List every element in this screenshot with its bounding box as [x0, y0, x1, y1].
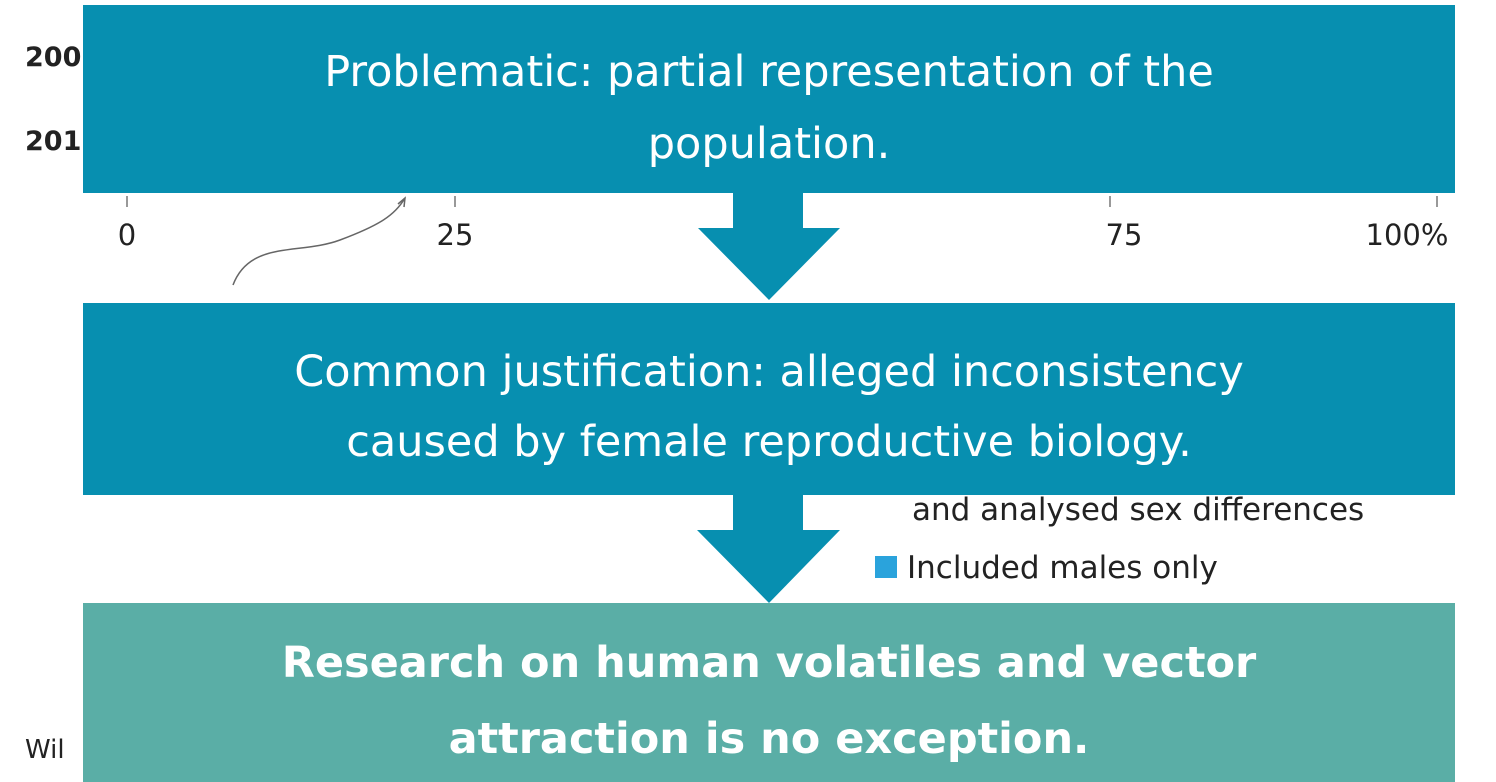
box-text: Research on human volatiles and vector [282, 638, 1257, 688]
box-text: Common justification: alleged inconsiste… [294, 347, 1244, 397]
arrow [698, 193, 840, 300]
box-text: caused by female reproductive biology. [346, 417, 1192, 467]
text-box [83, 603, 1455, 782]
box-text: attraction is no exception. [449, 714, 1090, 764]
axis-label: 0 [118, 218, 136, 252]
box-text: Problematic: partial representation of t… [324, 47, 1214, 97]
axis-label: 100% [1366, 218, 1449, 252]
legend-swatch [875, 556, 897, 578]
annotation-arrowhead [397, 196, 406, 208]
axis-label: 25 [437, 218, 474, 252]
row-label: 201 [25, 126, 81, 157]
text-box [83, 303, 1455, 495]
legend-text: Included males only [907, 550, 1218, 586]
annotation-curve [232, 197, 406, 286]
arrow [697, 495, 840, 603]
axis-label: 75 [1106, 218, 1143, 252]
row-label: 200 [25, 42, 81, 73]
source-text: Wil [25, 735, 65, 765]
box-text: population. [648, 119, 890, 169]
legend-text: and analysed sex differences [912, 492, 1364, 528]
text-box [83, 5, 1455, 193]
